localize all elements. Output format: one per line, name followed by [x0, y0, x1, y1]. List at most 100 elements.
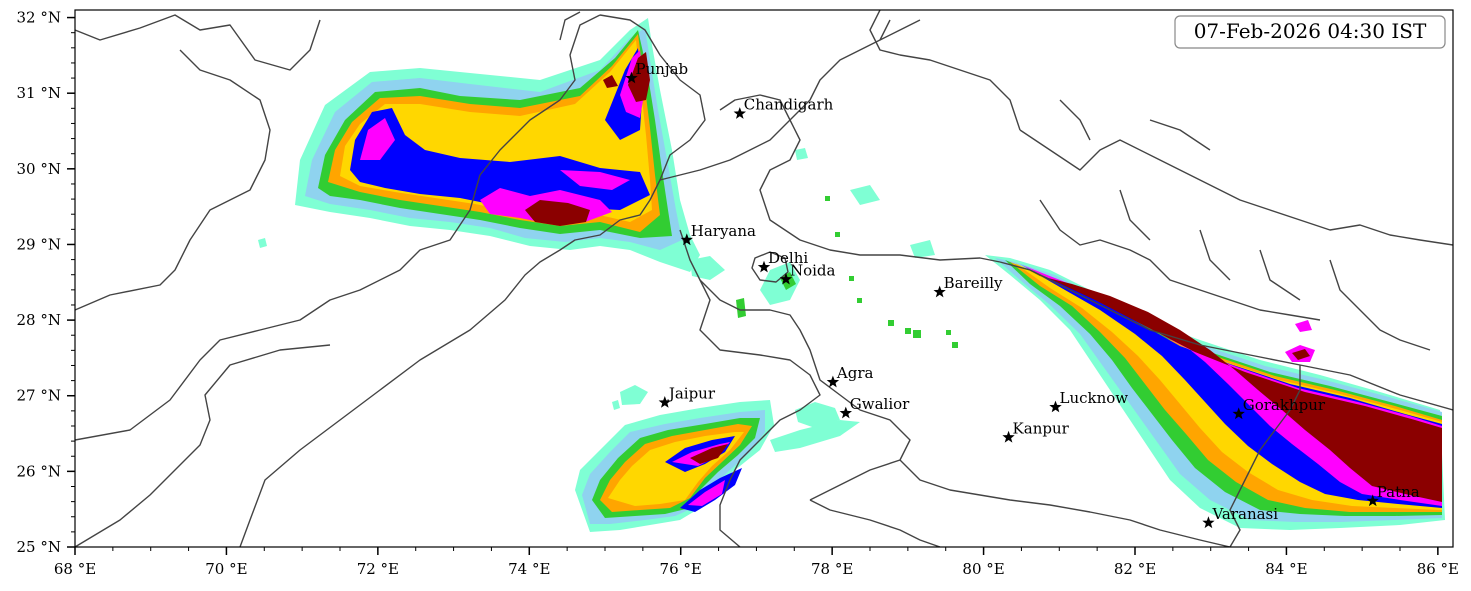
city-label: Punjab [636, 60, 689, 78]
x-tick-label: 70 °E [205, 560, 247, 578]
city-marker: Varanasi [1202, 505, 1278, 529]
city-marker: Gorakhpur [1232, 396, 1326, 420]
precip-cell-mid-north [795, 148, 935, 258]
border-rajasthan-mp [699, 279, 821, 547]
star-icon [933, 285, 946, 298]
x-tick-label: 76 °E [660, 560, 702, 578]
city-marker: Delhi [757, 249, 808, 273]
precip-cluster-northwest [295, 18, 700, 272]
city-label: Chandigarh [744, 96, 834, 114]
star-icon [658, 396, 671, 408]
y-tick-label: 29 °N [17, 235, 61, 253]
x-tick-label: 68 °E [54, 560, 96, 578]
precip-sw-level7 [672, 442, 730, 506]
timestamp-frame [1174, 15, 1446, 49]
star-icon [680, 233, 693, 246]
x-tick-label: 84 °E [1265, 560, 1307, 578]
political-boundaries [75, 10, 1453, 547]
timestamp-text: 07-Feb-2026 04:30 IST [1194, 19, 1427, 43]
precip-cell-band [770, 420, 860, 452]
city-marker: Kanpur [1002, 419, 1070, 443]
y-tick-label: 28 °N [17, 311, 61, 329]
city-label: Lucknow [1060, 389, 1129, 407]
city-marker: Patna [1366, 483, 1420, 507]
city-marker: Bareilly [933, 274, 1003, 298]
border-nepal-north [1019, 129, 1453, 246]
city-marker: Punjab [625, 60, 689, 84]
star-icon [1366, 494, 1379, 507]
border-uttarakhand [759, 119, 1001, 263]
precip-sw-level6 [665, 436, 742, 512]
star-icon [839, 406, 852, 419]
border-sindh [75, 14, 601, 441]
border-mp-up-south [809, 499, 941, 547]
x-tick-label: 74 °E [508, 560, 550, 578]
star-icon [733, 107, 746, 119]
city-marker: Chandigarh [733, 96, 834, 119]
precip-nw-level6 [350, 108, 650, 212]
city-label: Noida [790, 261, 836, 279]
city-label: Agra [836, 364, 874, 382]
border-south [899, 459, 1231, 547]
y-tick-label: 27 °N [17, 387, 61, 405]
x-tick-label: 82 °E [1114, 560, 1156, 578]
border-afghan [75, 49, 271, 311]
city-label: Gwalior [850, 395, 910, 413]
star-icon [1002, 430, 1015, 443]
city-marker: Noida [779, 261, 836, 285]
precip-cell-jaipur [612, 385, 648, 410]
border-rajasthan-gujarat [75, 344, 331, 547]
plot-frame [74, 9, 1454, 548]
precip-nw-level7 [360, 50, 644, 224]
x-tick-label: 78 °E [811, 560, 853, 578]
city-label: Bareilly [944, 274, 1003, 292]
axis-ticks [67, 16, 1439, 555]
x-tick-label: 86 °E [1417, 560, 1459, 578]
city-label: Patna [1377, 483, 1420, 501]
star-icon [757, 260, 771, 273]
border-haryana-up [679, 229, 911, 501]
star-icon [625, 71, 638, 84]
city-marker: Lucknow [1049, 389, 1129, 413]
precip-cell-gwalior [795, 402, 840, 428]
y-tick-label: 25 °N [17, 538, 61, 556]
star-icon [1232, 407, 1245, 420]
city-marker: Jaipur [658, 385, 716, 408]
precip-cluster-southwest [575, 400, 774, 532]
precip-cell-delhi-2 [736, 272, 796, 318]
precip-nw-level8 [525, 52, 650, 226]
precip-e-level8 [1025, 268, 1442, 502]
x-tick-label: 72 °E [357, 560, 399, 578]
star-icon [779, 272, 793, 285]
precip-scattered-cells [258, 148, 958, 452]
city-label: Gorakhpur [1243, 396, 1326, 414]
y-tick-label: 30 °N [17, 160, 61, 178]
border-delhi [751, 251, 789, 283]
axis-labels: 68 °E 70 °E 72 °E 74 °E 76 °E 78 °E 80 °E 82 °E… [17, 9, 1459, 578]
map-plot-area [75, 10, 1453, 547]
star-icon [1049, 400, 1062, 413]
timestamp-box: 07-Feb-2026 04:30 IST [1174, 15, 1446, 49]
precip-sw-level8 [690, 444, 728, 464]
city-label: Kanpur [1013, 419, 1070, 437]
precip-e-patch-b [1292, 349, 1310, 360]
precip-cluster-east [985, 255, 1445, 530]
border-pakistan-west [75, 14, 321, 71]
x-tick-label: 80 °E [962, 560, 1004, 578]
city-label: Delhi [768, 249, 808, 267]
city-label: Varanasi [1211, 505, 1278, 523]
city-marker: Agra [826, 364, 874, 388]
y-tick-label: 26 °N [17, 462, 61, 480]
border-up-bihar [1229, 365, 1301, 547]
star-icon [826, 375, 840, 388]
star-icon [1202, 516, 1215, 529]
border-misc [559, 11, 1211, 151]
city-label: Haryana [691, 222, 756, 240]
y-tick-label: 32 °N [17, 9, 61, 27]
precip-e-patch-c [1295, 320, 1312, 332]
border-nepal [999, 261, 1453, 411]
border-punjab-haryana [659, 19, 891, 181]
city-marker: Gwalior [839, 395, 910, 419]
